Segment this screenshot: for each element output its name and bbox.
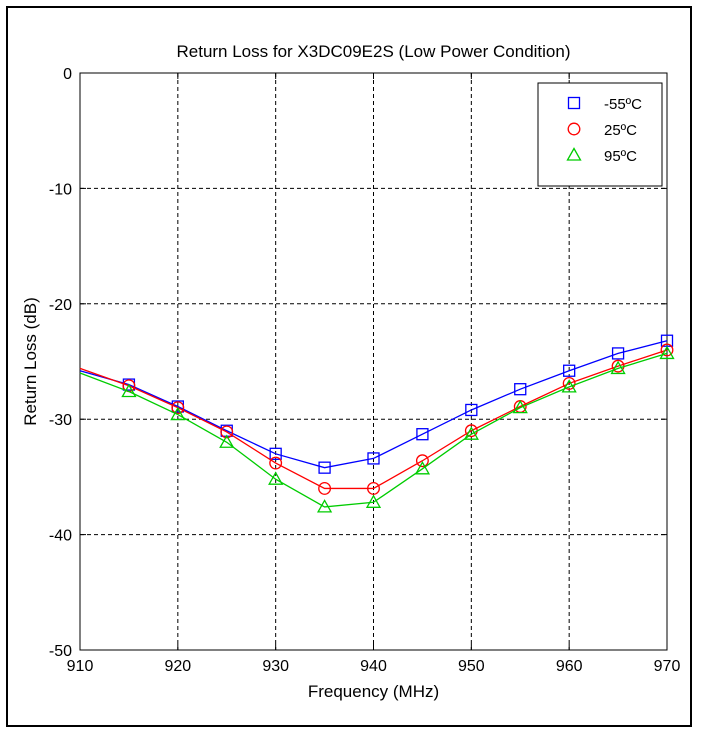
data-point bbox=[219, 434, 235, 448]
data-point bbox=[463, 426, 479, 440]
data-point bbox=[563, 364, 576, 377]
y-tick-label: -40 bbox=[49, 528, 72, 545]
data-point bbox=[465, 403, 478, 417]
data-point bbox=[365, 494, 382, 508]
y-tick-label: -30 bbox=[49, 412, 72, 429]
grid bbox=[80, 73, 667, 650]
series-2 bbox=[79, 345, 675, 513]
data-point bbox=[512, 399, 528, 414]
data-point bbox=[269, 447, 282, 460]
data-point bbox=[121, 383, 137, 398]
series-line bbox=[79, 340, 668, 469]
y-tick-label: -20 bbox=[49, 297, 72, 314]
data-point bbox=[268, 471, 284, 485]
x-axis-label: Frequency (MHz) bbox=[308, 682, 439, 701]
x-tick-label: 940 bbox=[360, 658, 387, 675]
x-tick-label: 910 bbox=[67, 658, 94, 675]
x-tick-label: 970 bbox=[654, 658, 681, 675]
data-point bbox=[170, 406, 186, 421]
legend: -55ºC 25ºC 95ºC bbox=[537, 82, 663, 187]
data-point bbox=[416, 428, 429, 441]
y-tick-label: -50 bbox=[49, 643, 72, 660]
x-tick-label: 920 bbox=[164, 658, 191, 675]
data-point bbox=[316, 499, 333, 513]
y-tick-label: 0 bbox=[63, 66, 72, 83]
data-point bbox=[562, 376, 576, 390]
data-point bbox=[514, 383, 527, 396]
data-point bbox=[171, 401, 185, 415]
legend-marker bbox=[567, 96, 581, 110]
data-point bbox=[269, 456, 283, 470]
legend-marker bbox=[567, 122, 581, 136]
data-point bbox=[611, 347, 625, 360]
series-layer bbox=[79, 334, 675, 513]
data-point bbox=[318, 481, 332, 495]
series-line bbox=[79, 352, 668, 508]
data-point bbox=[415, 454, 429, 468]
legend-label: 95ºC bbox=[604, 148, 637, 165]
chart-title: Return Loss for X3DC09E2S (Low Power Con… bbox=[176, 42, 570, 61]
legend-label: 25ºC bbox=[604, 122, 637, 139]
legend-label: -55ºC bbox=[604, 96, 642, 113]
x-tick-label: 930 bbox=[262, 658, 289, 675]
data-point bbox=[659, 345, 675, 360]
legend-box bbox=[537, 82, 663, 187]
data-point bbox=[561, 379, 577, 393]
data-point bbox=[318, 461, 331, 474]
tick-labels: 910 920 930 940 950 960 970 0 -10 -20 -30 -40 -50 bbox=[49, 66, 681, 675]
y-axis-label: Return Loss (dB) bbox=[21, 297, 40, 426]
data-point bbox=[367, 481, 380, 495]
data-point bbox=[367, 452, 380, 465]
legend-marker bbox=[566, 147, 582, 161]
data-point bbox=[610, 360, 626, 375]
data-point bbox=[414, 461, 431, 475]
data-point bbox=[220, 425, 234, 439]
data-point bbox=[660, 343, 674, 357]
y-tick-label: -10 bbox=[49, 181, 72, 198]
x-tick-label: 960 bbox=[556, 658, 583, 675]
x-tick-label: 950 bbox=[458, 658, 485, 675]
